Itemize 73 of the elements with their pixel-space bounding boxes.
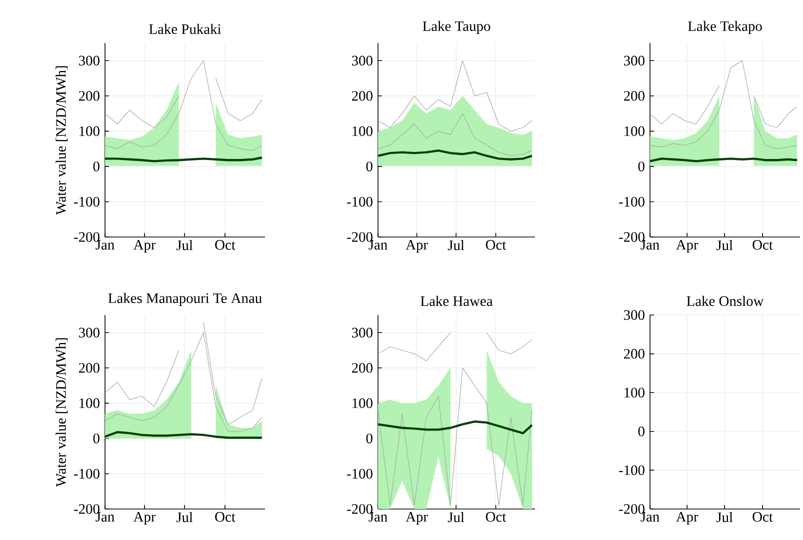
y-tick-label: -200 bbox=[347, 504, 372, 514]
x-tick-label: Apr bbox=[133, 512, 156, 525]
y-tick-label: 300 bbox=[624, 310, 644, 320]
line-series bbox=[378, 60, 532, 132]
y-tick-label: -100 bbox=[74, 196, 100, 207]
line-series bbox=[105, 60, 262, 151]
y-tick-label: 300 bbox=[352, 56, 372, 66]
x-tick-label: Oct bbox=[752, 512, 773, 522]
x-tick-label: Jul bbox=[448, 240, 464, 250]
y-tick-label: 100 bbox=[624, 388, 644, 398]
y-tick-label: -100 bbox=[74, 468, 100, 479]
line-series bbox=[650, 60, 798, 150]
y-tick-label: 300 bbox=[79, 328, 100, 338]
chart-title: Lake Taupo bbox=[422, 20, 490, 34]
y-tick-label: 300 bbox=[352, 328, 372, 338]
y-tick-label: -200 bbox=[619, 504, 644, 514]
x-tick-label: Oct bbox=[215, 512, 236, 522]
y-tick-label: -100 bbox=[347, 196, 372, 207]
y-axis-title: Water value [NZD/MWh] bbox=[56, 338, 68, 487]
chart-title: Lake Tekapo bbox=[688, 20, 762, 34]
y-tick-label: 0 bbox=[93, 162, 100, 172]
x-tick-label: Jul bbox=[176, 512, 193, 522]
x-tick-label: Oct bbox=[752, 240, 773, 250]
y-tick-label: -100 bbox=[347, 468, 372, 479]
x-tick-label: Jan bbox=[368, 240, 388, 250]
x-tick-label: Apr bbox=[406, 512, 428, 525]
y-tick-label: 100 bbox=[352, 398, 372, 408]
y-tick-label: 200 bbox=[624, 91, 644, 101]
x-tick-label: Apr bbox=[133, 240, 156, 253]
y-tick-label: -100 bbox=[619, 196, 644, 207]
y-tick-label: 200 bbox=[78, 91, 100, 101]
y-tick-label: 0 bbox=[93, 434, 100, 444]
x-tick-label: Jan bbox=[96, 512, 114, 522]
x-tick-label: Apr bbox=[676, 240, 698, 253]
x-tick-label: Jan bbox=[640, 512, 660, 522]
y-tick-label: 0 bbox=[638, 426, 644, 436]
x-tick-label: Apr bbox=[676, 512, 698, 525]
line-series bbox=[378, 149, 534, 160]
x-tick-label: Jan bbox=[96, 240, 114, 250]
y-tick-label: 0 bbox=[366, 434, 372, 444]
x-tick-label: Oct bbox=[486, 240, 506, 250]
y-tick-label: 300 bbox=[624, 56, 644, 66]
chart-title: Lake Pukaki bbox=[149, 24, 222, 34]
x-tick-label: Jul bbox=[448, 512, 464, 522]
chart-title: Lake Onslow bbox=[686, 296, 764, 306]
x-tick-label: Jul bbox=[716, 240, 733, 250]
y-tick-label: -200 bbox=[74, 504, 100, 514]
x-tick-label: Jan bbox=[640, 240, 660, 250]
y-tick-label: 200 bbox=[352, 91, 372, 101]
y-tick-label: 300 bbox=[79, 56, 100, 66]
y-tick-label: -200 bbox=[619, 232, 644, 242]
line-series bbox=[378, 113, 532, 156]
chart-title: Lakes Manapouri Te Anau bbox=[108, 292, 262, 306]
y-tick-label: 0 bbox=[638, 162, 644, 172]
y-tick-label: 0 bbox=[366, 162, 372, 172]
y-tick-label: 200 bbox=[352, 363, 372, 373]
y-tick-label: 100 bbox=[352, 126, 372, 136]
chart-title: Lake Hawea bbox=[420, 296, 493, 306]
x-tick-label: Jul bbox=[716, 512, 733, 522]
y-tick-label: 200 bbox=[78, 363, 100, 373]
y-tick-label: 100 bbox=[80, 126, 100, 136]
x-tick-label: Jan bbox=[368, 512, 388, 522]
x-tick-label: Jul bbox=[176, 240, 193, 250]
y-tick-label: 200 bbox=[624, 348, 644, 359]
y-tick-label: -200 bbox=[74, 232, 100, 242]
y-tick-label: -200 bbox=[347, 232, 372, 242]
x-tick-label: Apr bbox=[406, 240, 428, 253]
x-tick-label: Oct bbox=[486, 512, 506, 522]
y-tick-label: -100 bbox=[619, 465, 644, 476]
y-tick-label: 100 bbox=[624, 126, 644, 136]
x-tick-label: Oct bbox=[215, 240, 236, 250]
y-axis-title: Water value [NZD/MWh] bbox=[56, 66, 68, 215]
y-tick-label: 100 bbox=[80, 398, 100, 408]
